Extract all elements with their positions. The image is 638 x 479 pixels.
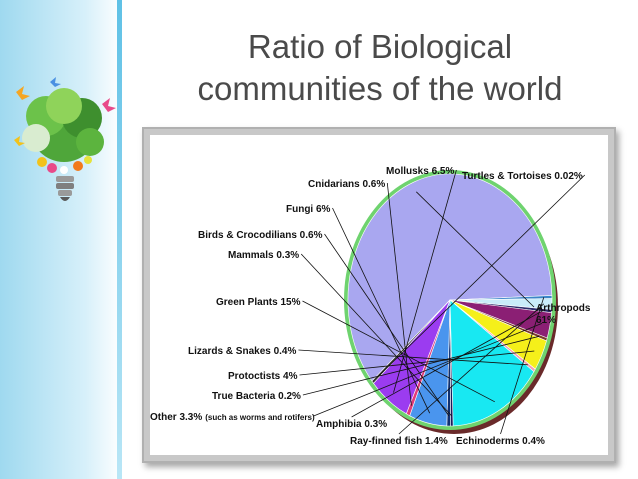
leader-line-green-plants [302,300,495,403]
label-mammals: Mammals 0.3% [228,250,299,261]
leader-line-protoctists [299,350,535,376]
leader-line-cnidarians [386,182,412,406]
chart-frame: Arthropods 61% Echinoderms 0.4% Ray-finned … [142,127,616,463]
tree-lightbulb-icon [14,77,116,201]
leader-line-lizards-snakes [298,349,528,366]
label-cnidarians: Cnidarians 0.6% [308,179,385,190]
leader-line-true-bacteria [302,335,540,396]
left-accent-bar [0,0,122,479]
pie-slice-arthropods [347,173,553,382]
label-amphibia: Amphibia 0.3% [316,419,387,430]
leader-line-amphibia [351,309,544,418]
label-protoctists: Protoctists 4% [228,371,298,382]
label-lizards-snakes: Lizards & Snakes 0.4% [188,346,296,357]
leader-line-other [313,323,543,417]
slide-title-line-1: Ratio of Biological [247,28,513,65]
leader-line-ray-finned-fish [398,303,545,435]
label-turtles-tortoises: Turtles & Tortoises 0.02% [462,171,583,182]
leader-line-turtles-tortoises [378,174,586,376]
leader-line-birds-crocodilians [324,233,450,417]
accent-bar-edge [117,0,122,479]
leader-line-fungi [332,207,431,414]
leader-line-mollusks [393,169,457,393]
slide-title-line-2: communities of the world [197,70,563,107]
label-fungi: Fungi 6% [286,204,331,215]
leader-line-arthropods [416,191,535,308]
label-echinoderms: Echinoderms 0.4% [456,436,545,447]
leader-line-echinoderms [500,297,545,435]
chart-area: Arthropods 61% Echinoderms 0.4% Ray-finned … [150,135,608,455]
pie-slice-turtles-tortoises [371,299,451,384]
leader-line-mammals [300,253,452,417]
label-other: Other 3.3% (such as worms and rotifers) [150,412,315,423]
label-birds-crocodilians: Birds & Crocodilians 0.6% [198,230,323,241]
label-arthropods: Arthropods 61% [536,303,591,326]
slide-title: Ratio of Biological communities of the w… [130,26,630,110]
label-ray-finned-fish: Ray-finned fish 1.4% [350,436,448,447]
label-green-plants: Green Plants 15% [216,297,301,308]
pie-chart: Arthropods 61% Echinoderms 0.4% Ray-finned … [150,166,591,447]
label-true-bacteria: True Bacteria 0.2% [212,391,301,402]
label-mollusks: Mollusks 6.5% [386,166,454,177]
